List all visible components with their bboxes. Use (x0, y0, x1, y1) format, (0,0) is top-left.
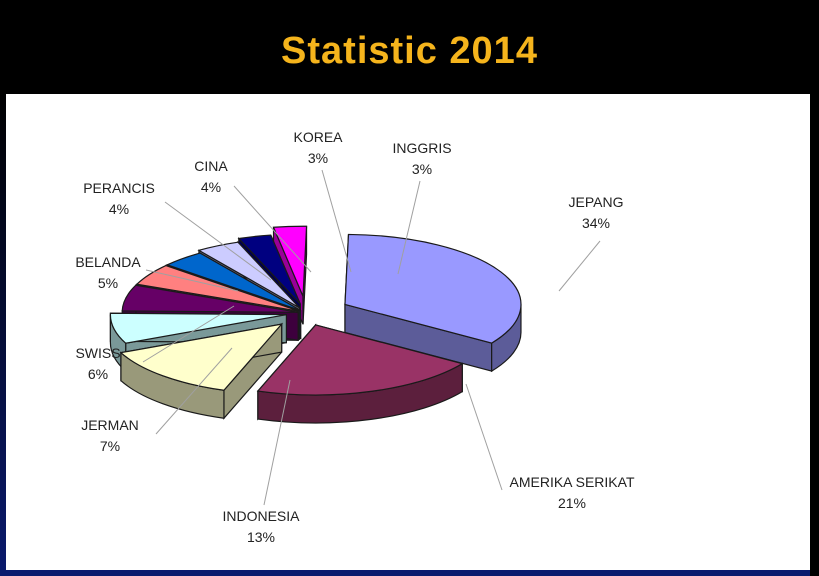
slide-title: Statistic 2014 (281, 30, 538, 72)
leader-line-jerman (155, 347, 233, 435)
slice-value-swiss: 6% (88, 366, 108, 382)
slice-value-jerman: 7% (100, 438, 120, 454)
slice-value-jepang: 34% (582, 215, 610, 231)
slice-value-cina: 4% (201, 179, 221, 195)
leader-line-cina (233, 185, 312, 273)
slice-value-korea: 3% (308, 150, 328, 166)
pie-slice-indonesia (119, 322, 284, 420)
right-edge (810, 94, 819, 576)
leader-line-perancis (164, 201, 272, 281)
slice-label-cina: CINA (194, 158, 228, 174)
slice-label-amerika-serikat: AMERIKA SERIKAT (510, 474, 635, 490)
pie-chart: JEPANG 34% AMERIKA SERIKAT 21% INDONESIA 13% J… (75, 129, 635, 545)
slice-label-belanda: BELANDA (75, 254, 141, 270)
leader-line-amerika-serikat (465, 383, 503, 491)
slice-value-indonesia: 13% (247, 529, 275, 545)
slice-value-amerika-serikat: 21% (558, 495, 586, 511)
pie-slice-jepang (344, 233, 522, 373)
bottom-bar (6, 570, 810, 576)
slice-label-inggris: INGGRIS (392, 140, 451, 156)
leader-line-belanda (145, 269, 239, 292)
slice-value-belanda: 5% (98, 275, 118, 291)
slice-label-indonesia: INDONESIA (222, 508, 300, 524)
pie-slices (109, 225, 522, 424)
leader-line-inggris (397, 180, 421, 275)
pie-slice-amerika-serikat (256, 323, 464, 424)
leader-line-jepang (558, 240, 601, 292)
slice-label-swiss: SWISS (75, 345, 120, 361)
chart-panel: JEPANG 34% AMERIKA SERIKAT 21% INDONESIA 13% J… (6, 94, 810, 570)
slice-label-jerman: JERMAN (81, 417, 139, 433)
leader-line-indonesia (263, 379, 291, 506)
slice-label-perancis: PERANCIS (83, 180, 155, 196)
left-accent-bar (0, 94, 6, 576)
slice-label-jepang: JEPANG (569, 194, 624, 210)
leader-line-korea (321, 169, 352, 273)
pie-labels: JEPANG 34% AMERIKA SERIKAT 21% INDONESIA 13% J… (75, 129, 635, 545)
slice-label-korea: KOREA (293, 129, 343, 145)
leader-line-swiss (142, 305, 235, 363)
slice-value-inggris: 3% (412, 161, 432, 177)
slice-value-perancis: 4% (109, 201, 129, 217)
